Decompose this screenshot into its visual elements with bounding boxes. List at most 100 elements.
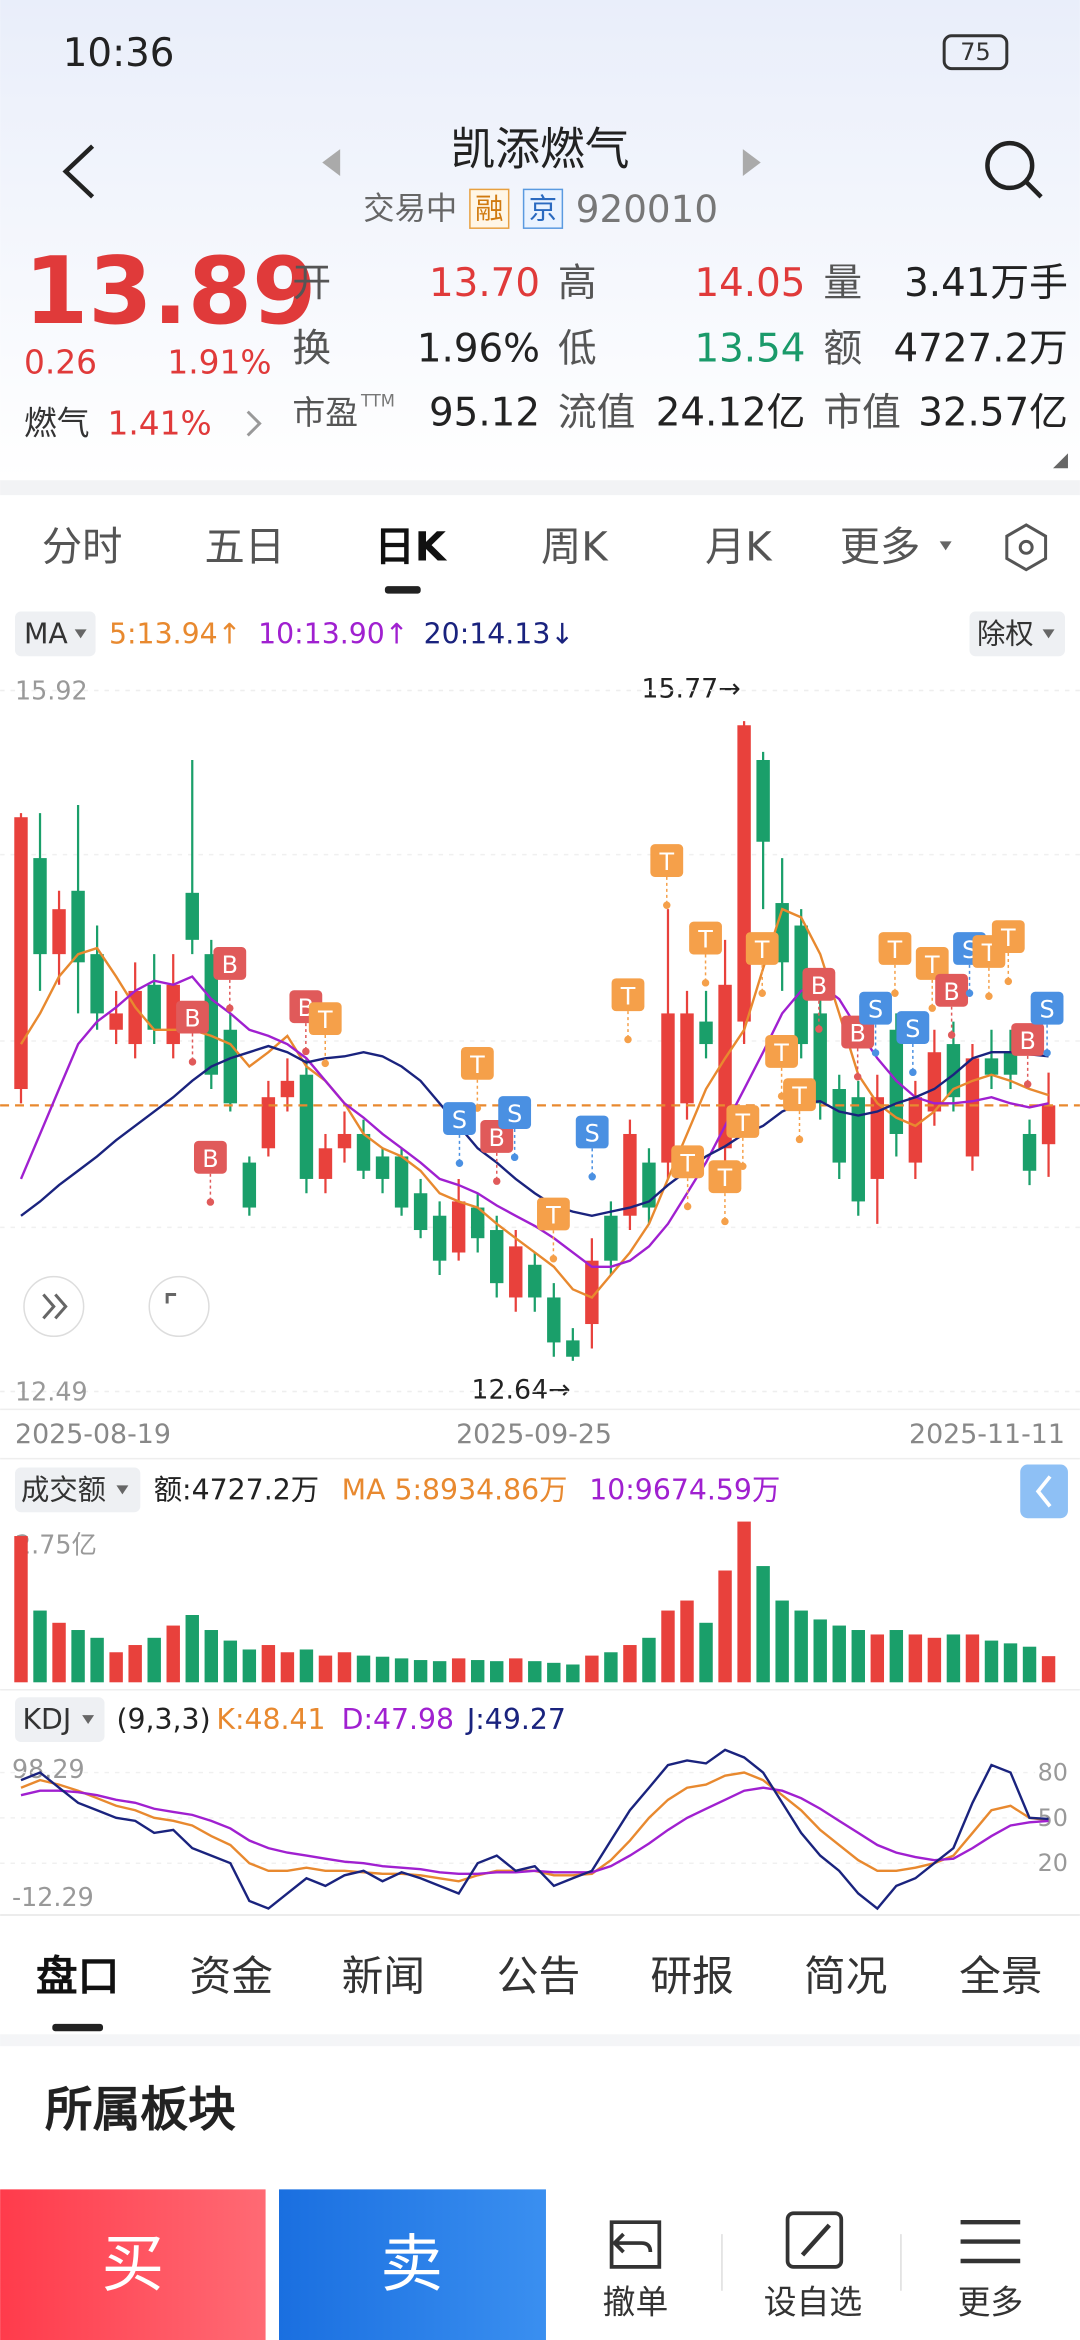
search-icon[interactable] (985, 140, 1035, 191)
dropdown[interactable] (15, 611, 96, 657)
y2-tick-label: 80 (1038, 1759, 1068, 1787)
field-label: 市盈 (292, 394, 358, 432)
volume-bar (870, 1634, 885, 1683)
price: 13.89 (24, 237, 316, 345)
trade-dot (795, 1135, 804, 1144)
trade-marker-label: S (905, 1015, 920, 1043)
dropdown[interactable] (15, 1697, 105, 1742)
trade-dot (1043, 1049, 1051, 1057)
buy-button[interactable] (0, 2189, 266, 2340)
volume-bar (775, 1600, 789, 1683)
info-tab[interactable]: 研报 (650, 1952, 734, 2001)
trade-marker (859, 991, 892, 1025)
trade-marker (611, 978, 645, 1012)
adjust: 除权 (977, 617, 1034, 650)
trade-marker-label: S (507, 1100, 522, 1128)
cancel-icon[interactable] (609, 2220, 662, 2269)
header-bg (0, 0, 1080, 481)
settings-icon (1018, 539, 1034, 555)
trade-marker-label: T (887, 936, 903, 964)
sector-arrow[interactable] (246, 410, 262, 437)
back-button[interactable] (62, 144, 95, 199)
more-icon[interactable] (960, 2219, 1021, 2264)
candle-body (623, 1133, 637, 1216)
field-value: 95.12 (429, 391, 540, 436)
volume-bar (128, 1645, 142, 1683)
tool-label: 更多 (958, 2284, 1024, 2322)
field-value: 4727.2万 (894, 326, 1068, 371)
period-tab[interactable]: 更多 (840, 524, 921, 570)
trade-marker-label: T (620, 982, 636, 1010)
field-label-sup: TTM (360, 392, 395, 411)
volume-bar (394, 1658, 409, 1683)
volume-bar (299, 1649, 314, 1683)
trade-marker-label: S (1039, 996, 1054, 1024)
volume-bar (490, 1661, 504, 1683)
tool-label: 撤单 (603, 2284, 669, 2322)
volume-bar (984, 1640, 999, 1683)
info-tab[interactable]: 简况 (804, 1952, 888, 2001)
sell-button[interactable] (279, 2189, 546, 2340)
candle-body (680, 1013, 694, 1104)
section-title: 所属板块 (45, 2083, 236, 2138)
info-tab[interactable]: 新闻 (342, 1952, 425, 2001)
dropdown[interactable] (969, 611, 1065, 657)
candle-body (661, 1013, 675, 1163)
side-toggle[interactable] (1020, 1464, 1068, 1519)
trade-marker (991, 920, 1025, 954)
period-tab[interactable]: 日K (375, 524, 448, 570)
info-tab[interactable]: 全景 (959, 1952, 1043, 2001)
trade-marker (745, 932, 779, 965)
trade-marker-label: T (545, 1201, 561, 1229)
y-tick-label: 15.92 (15, 676, 88, 706)
candle-body (375, 1156, 390, 1179)
volume-bar (109, 1652, 123, 1683)
search-icon (1024, 180, 1043, 199)
volume-bar (946, 1634, 961, 1683)
volume-indicator: 成交额 (21, 1473, 106, 1506)
volume-bar (718, 1570, 732, 1683)
y-tick-label: 2.75亿 (15, 1529, 97, 1559)
trade-dot (683, 1202, 692, 1211)
trade-marker (575, 1115, 609, 1149)
field-value: 1.96% (417, 326, 540, 371)
dropdown-arrow (1042, 629, 1055, 639)
fullscreen-button[interactable] (148, 1275, 210, 1338)
dropdown[interactable] (15, 1467, 141, 1513)
expand-button (42, 1293, 56, 1320)
trade-marker (1011, 1023, 1045, 1056)
prev-stock[interactable] (322, 149, 341, 176)
x-tick-label: 2025-11-11 (909, 1419, 1065, 1450)
dropdown-arrow (116, 1485, 129, 1495)
candle-body (470, 1207, 485, 1239)
ma-line (20, 1044, 1049, 1218)
trade-dot (1023, 1080, 1032, 1088)
period-tab[interactable]: 月K (705, 524, 773, 570)
sector: 燃气 (24, 405, 90, 443)
y-tick-label: 12.49 (15, 1376, 88, 1406)
watch-icon[interactable] (785, 2211, 844, 2269)
candle-body (490, 1230, 504, 1284)
trade-marker-label: B (184, 1005, 200, 1033)
period-tab[interactable]: 周K (541, 524, 609, 570)
period-tab[interactable]: 五日 (204, 524, 285, 570)
dropdown-arrow (939, 541, 952, 551)
trade-dot (302, 1047, 310, 1056)
candle-body (604, 1215, 618, 1261)
trade-marker (689, 921, 722, 955)
volume-bar (337, 1652, 352, 1683)
info-tab[interactable]: 盘口 (36, 1952, 120, 2001)
settings-icon[interactable] (1005, 523, 1048, 572)
candle-body (432, 1215, 447, 1261)
period-tab[interactable]: 分时 (42, 524, 123, 570)
dropdown-arrow (74, 629, 87, 639)
volume-bar (908, 1634, 923, 1683)
stock-name: 凯添燃气 (451, 123, 630, 176)
info-tab[interactable]: 公告 (497, 1952, 580, 2001)
info-tab[interactable]: 资金 (190, 1952, 274, 2001)
trade-marker-label: T (317, 1006, 333, 1034)
trade-marker (176, 1000, 209, 1034)
next-stock[interactable] (742, 149, 761, 176)
trade-marker (878, 932, 912, 965)
